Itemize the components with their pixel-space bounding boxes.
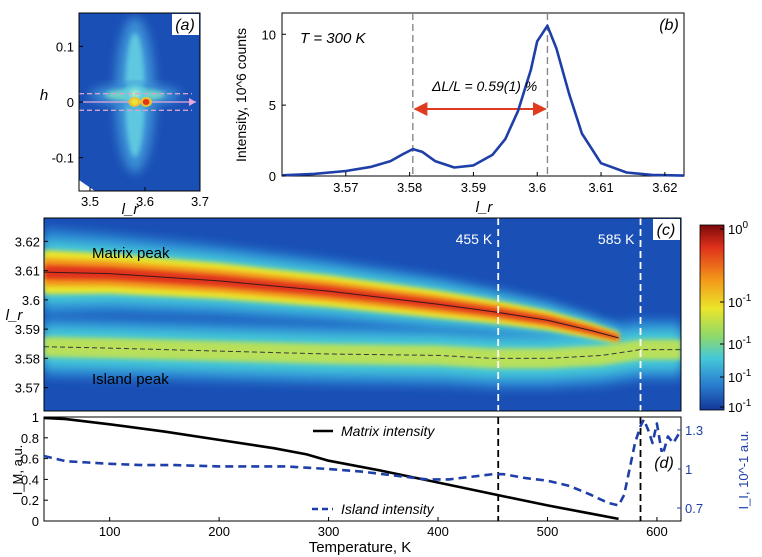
- colorbar-tick-exponent-4: -1: [742, 398, 751, 409]
- d-ytick-left-label-0: 1: [32, 410, 39, 425]
- panel-d-ylabel-right: I_I, 10^-1 a.u.: [736, 430, 751, 509]
- temperature-annotation: T = 300 K: [300, 30, 366, 47]
- c-ytick-label-4: 3.58: [15, 351, 40, 366]
- panel-c-frame: [43, 217, 682, 412]
- panel-d-ylabel-right-group: I_I, 10^-1 a.u.: [736, 430, 751, 509]
- panel-b-xlabel: l_r: [476, 199, 494, 216]
- b-xtick-label-3: 3.6: [528, 180, 546, 195]
- temperature-marker-label-0: 455 K: [456, 231, 493, 247]
- strain-annotation: ΔL/L = 0.59(1) %: [431, 78, 537, 94]
- b-ytick-label-0: 0: [269, 169, 276, 184]
- d-xtick-label-4: 500: [537, 524, 559, 539]
- panel-d-ylabel-left-group: I_M, a.u.: [10, 445, 25, 496]
- panel-c-label: (c): [657, 222, 676, 239]
- legend-island-label: Island intensity: [341, 501, 435, 517]
- panel-a-ticks: 3.5 3.6 3.7 0.1 0 -0.1: [52, 39, 209, 209]
- panel-b-label-box: [656, 14, 683, 35]
- colorbar-gradient: [699, 224, 725, 411]
- b-xtick-label-1: 3.58: [397, 180, 422, 195]
- c-ytick-label-3: 3.59: [15, 322, 40, 337]
- b-xtick-label-0: 3.57: [333, 180, 358, 195]
- a-xtick-label-0: 3.5: [81, 194, 99, 209]
- d-xtick-label-0: 100: [99, 524, 121, 539]
- panel-d-plot: 100 200 300 400 500 600 1 0.8 0.6 0.4 0.2 0 1.3 1 0.7: [21, 410, 703, 539]
- a-ytick-label-1: 0: [67, 95, 74, 110]
- panel-b: 3.57 3.58 3.59 3.6 3.61 3.62 0 5 10 (b) T = 300 …: [233, 12, 685, 195]
- colorbar-tick-exponent-0: 0: [742, 220, 748, 231]
- panel-b-frame: [281, 12, 685, 177]
- d-ytick-left-label-1: 0.8: [21, 431, 39, 446]
- island-intensity-line: [43, 418, 680, 507]
- c-ytick-label-0: 3.62: [15, 234, 40, 249]
- d-xtick-label-2: 300: [318, 524, 340, 539]
- panel-b-ylabel-group: Intensity, 10^6 counts: [233, 28, 249, 162]
- d-xtick-label-5: 600: [646, 524, 668, 539]
- cut-arrow-head: [189, 98, 196, 106]
- a-xtick-label-1: 3.6: [136, 194, 154, 209]
- island-band-yellow: [44, 336, 681, 369]
- a-ytick-label-2: -0.1: [52, 151, 74, 166]
- colorbar-tick-label-2: 10-1: [728, 335, 752, 352]
- d-ytick-left-label-4: 0.2: [21, 493, 39, 508]
- panel-a-label: (a): [175, 17, 195, 34]
- d-ytick-left-label-2: 0.6: [21, 452, 39, 467]
- colorbar-tick-exponent-1: -1: [742, 293, 751, 304]
- c-ytick-label-5: 3.57: [15, 381, 40, 396]
- panel-b-plot: 3.57 3.58 3.59 3.6 3.61 3.62 0 5 10: [262, 13, 685, 195]
- panel-d-label: (d): [654, 455, 674, 472]
- peak-0: [131, 99, 138, 105]
- d-xtick-label-3: 400: [427, 524, 449, 539]
- colorbar-tick-exponent-3: -1: [742, 368, 751, 379]
- c-ytick-label-2: 3.6: [22, 293, 40, 308]
- panel-d-xlabel: Temperature, K: [309, 539, 412, 556]
- panel-a-label-box: [172, 14, 199, 35]
- panel-d-label-box: [650, 452, 678, 473]
- a-xtick-label-2: 3.7: [191, 194, 209, 209]
- d-ytick-left-label-3: 0.4: [21, 472, 39, 487]
- panel-b-label: (b): [659, 17, 679, 34]
- d-ytick-right-label-0: 1.3: [685, 423, 703, 438]
- panel-c: 455 K 585 K 3.62 3.61 3.6 3.59 3.58 3.57 (c) Ma…: [15, 217, 752, 415]
- colorbar-tick-exponent-2: -1: [742, 335, 751, 346]
- c-ytick-label-1: 3.61: [15, 264, 40, 279]
- panel-c-label-box: [653, 219, 680, 240]
- d-ytick-left-label-5: 0: [32, 514, 39, 529]
- colorbar-tick-label-3: 10-1: [728, 368, 752, 385]
- matrix-peak-label: Matrix peak: [92, 245, 170, 262]
- d-xtick-label-1: 200: [208, 524, 230, 539]
- colorbar-tick-label-0: 100: [728, 220, 748, 237]
- panel-d-ylabel-left: I_M, a.u.: [10, 445, 25, 496]
- matrix-intensity-line: [43, 416, 619, 521]
- island-peak-label: Island peak: [92, 371, 169, 388]
- temperature-marker-label-1: 585 K: [598, 231, 635, 247]
- b-ytick-label-2: 10: [262, 27, 276, 42]
- panel-c-marks: 455 K 585 K 3.62 3.61 3.6 3.59 3.58 3.57: [15, 218, 681, 411]
- panel-a: (a) 3.5 3.6 3.7 0.1 0 -0.1 h: [40, 12, 209, 209]
- colorbar-tick-label-1: 10-1: [728, 293, 752, 310]
- island-peak-line: [43, 346, 681, 359]
- matrix-band-red: [44, 265, 619, 340]
- panel-a-marks: [79, 92, 196, 112]
- panel-a-ylabel: h: [40, 87, 48, 104]
- peak-1: [142, 99, 150, 105]
- legend-matrix-label: Matrix intensity: [341, 423, 435, 439]
- matrix-peak-line: [43, 271, 619, 339]
- d-ytick-right-label-2: 0.7: [685, 501, 703, 516]
- d-ytick-right-label-1: 1: [685, 462, 692, 477]
- b-xtick-label-5: 3.62: [652, 180, 677, 195]
- b-xtick-label-4: 3.61: [588, 180, 613, 195]
- colorbar: 100 10-1 10-1 10-1 10-1: [699, 220, 752, 415]
- a-ytick-label-0: 0.1: [56, 39, 74, 54]
- panel-c-ylabel: l_r: [6, 307, 24, 324]
- b-xtick-label-2: 3.59: [461, 180, 486, 195]
- legend: Matrix intensity Island intensity: [312, 423, 435, 517]
- intensity-curve: [281, 24, 685, 177]
- colorbar-tick-label-4: 10-1: [728, 398, 752, 415]
- panel-d-frame: [43, 416, 682, 522]
- panel-b-ylabel: Intensity, 10^6 counts: [233, 28, 249, 162]
- b-ytick-label-1: 5: [269, 98, 276, 113]
- panel-a-xlabel: l_r: [122, 201, 140, 218]
- panel-d: 100 200 300 400 500 60010.80.60.40.201.310.7 …: [10, 410, 751, 556]
